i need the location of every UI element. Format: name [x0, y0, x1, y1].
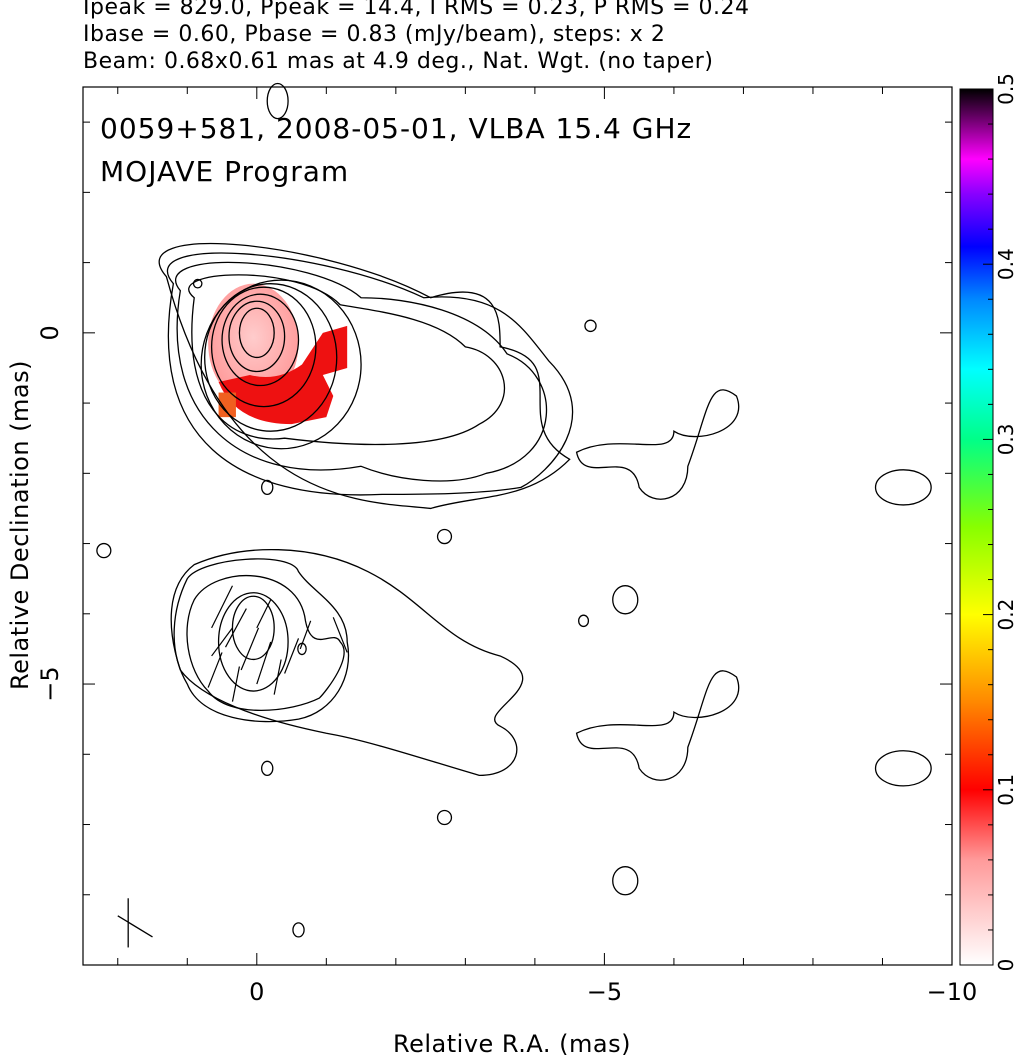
evpa-tick [207, 652, 223, 688]
noise-contour [575, 389, 740, 500]
plot-title: 0059+581, 2008-05-01, VLBA 15.4 GHz [100, 112, 693, 145]
polarization-contour [217, 592, 289, 692]
colorbar-tick-label: 0.5 [994, 73, 1018, 105]
evpa-tick [256, 641, 272, 685]
colorbar-tick-label: 0.1 [994, 774, 1018, 806]
x-tick-label: −5 [587, 978, 622, 1006]
noise-contour [436, 809, 453, 826]
evpa-tick [231, 666, 241, 702]
noise-contour [612, 866, 639, 896]
noise-contour [575, 670, 740, 781]
colorbar-tick-label: 0 [994, 959, 1018, 972]
colorbar-tick-label: 0.3 [994, 423, 1018, 455]
noise-contour [292, 922, 305, 938]
intensity-contour [221, 293, 300, 387]
intensity-contour [200, 279, 362, 450]
y-axis-label: Relative Declination (mas) [6, 359, 34, 691]
jet-contour [175, 261, 548, 482]
pol-intensity-core [208, 283, 299, 404]
beam-cross [117, 915, 153, 938]
noise-contour [266, 82, 289, 120]
x-tick-label: 0 [249, 978, 264, 1006]
intensity-contour [228, 300, 286, 373]
evpa-tick [332, 617, 348, 653]
colorbar [959, 88, 994, 966]
pol-intensity-edge [218, 392, 236, 418]
evpa-tick [299, 620, 312, 650]
x-tick-label: −10 [927, 978, 978, 1006]
polarization-contour [170, 549, 524, 777]
colorbar-tick-label: 0.4 [994, 248, 1018, 280]
polarization-contour [173, 558, 350, 723]
intensity-contour [210, 286, 317, 408]
jet-contour [166, 252, 574, 496]
noise-contour [874, 469, 932, 506]
pol-intensity-jet [218, 325, 348, 425]
noise-contour [584, 319, 597, 333]
jet-contour [188, 274, 506, 446]
plot-subtitle: MOJAVE Program [100, 155, 350, 188]
header-line-2: Ibase = 0.60, Pbase = 0.83 (mJy/beam), s… [83, 22, 666, 47]
y-tick-label: 0 [36, 325, 64, 340]
noise-contour [261, 760, 274, 777]
evpa-tick [211, 627, 233, 657]
noise-contour [297, 642, 307, 656]
colorbar-tick-label: 0.2 [994, 599, 1018, 631]
evpa-tick [240, 627, 260, 671]
evpa-tick [284, 638, 300, 674]
noise-contour [192, 278, 203, 289]
noise-contour [874, 750, 932, 787]
plot-frame [82, 86, 953, 966]
noise-contour [96, 542, 112, 559]
jet-contour [158, 243, 571, 510]
intensity-contour [204, 283, 338, 432]
noise-contour [436, 528, 453, 545]
noise-contour [261, 479, 274, 496]
noise-contour [578, 614, 590, 628]
y-tick-label: −5 [36, 666, 64, 701]
evpa-tick [211, 585, 234, 629]
evpa-tick [256, 599, 272, 629]
polarization-contour [186, 574, 345, 712]
intensity-contour [238, 307, 275, 359]
x-axis-label: Relative R.A. (mas) [393, 1030, 631, 1058]
header-line-3: Beam: 0.68x0.61 mas at 4.9 deg., Nat. Wg… [83, 49, 714, 74]
evpa-tick [224, 608, 247, 648]
header-line-1: Ipeak = 829.0, Ppeak = 14.4, I RMS = 0.2… [83, 0, 750, 20]
noise-contour [612, 585, 639, 615]
evpa-tick [273, 659, 282, 695]
